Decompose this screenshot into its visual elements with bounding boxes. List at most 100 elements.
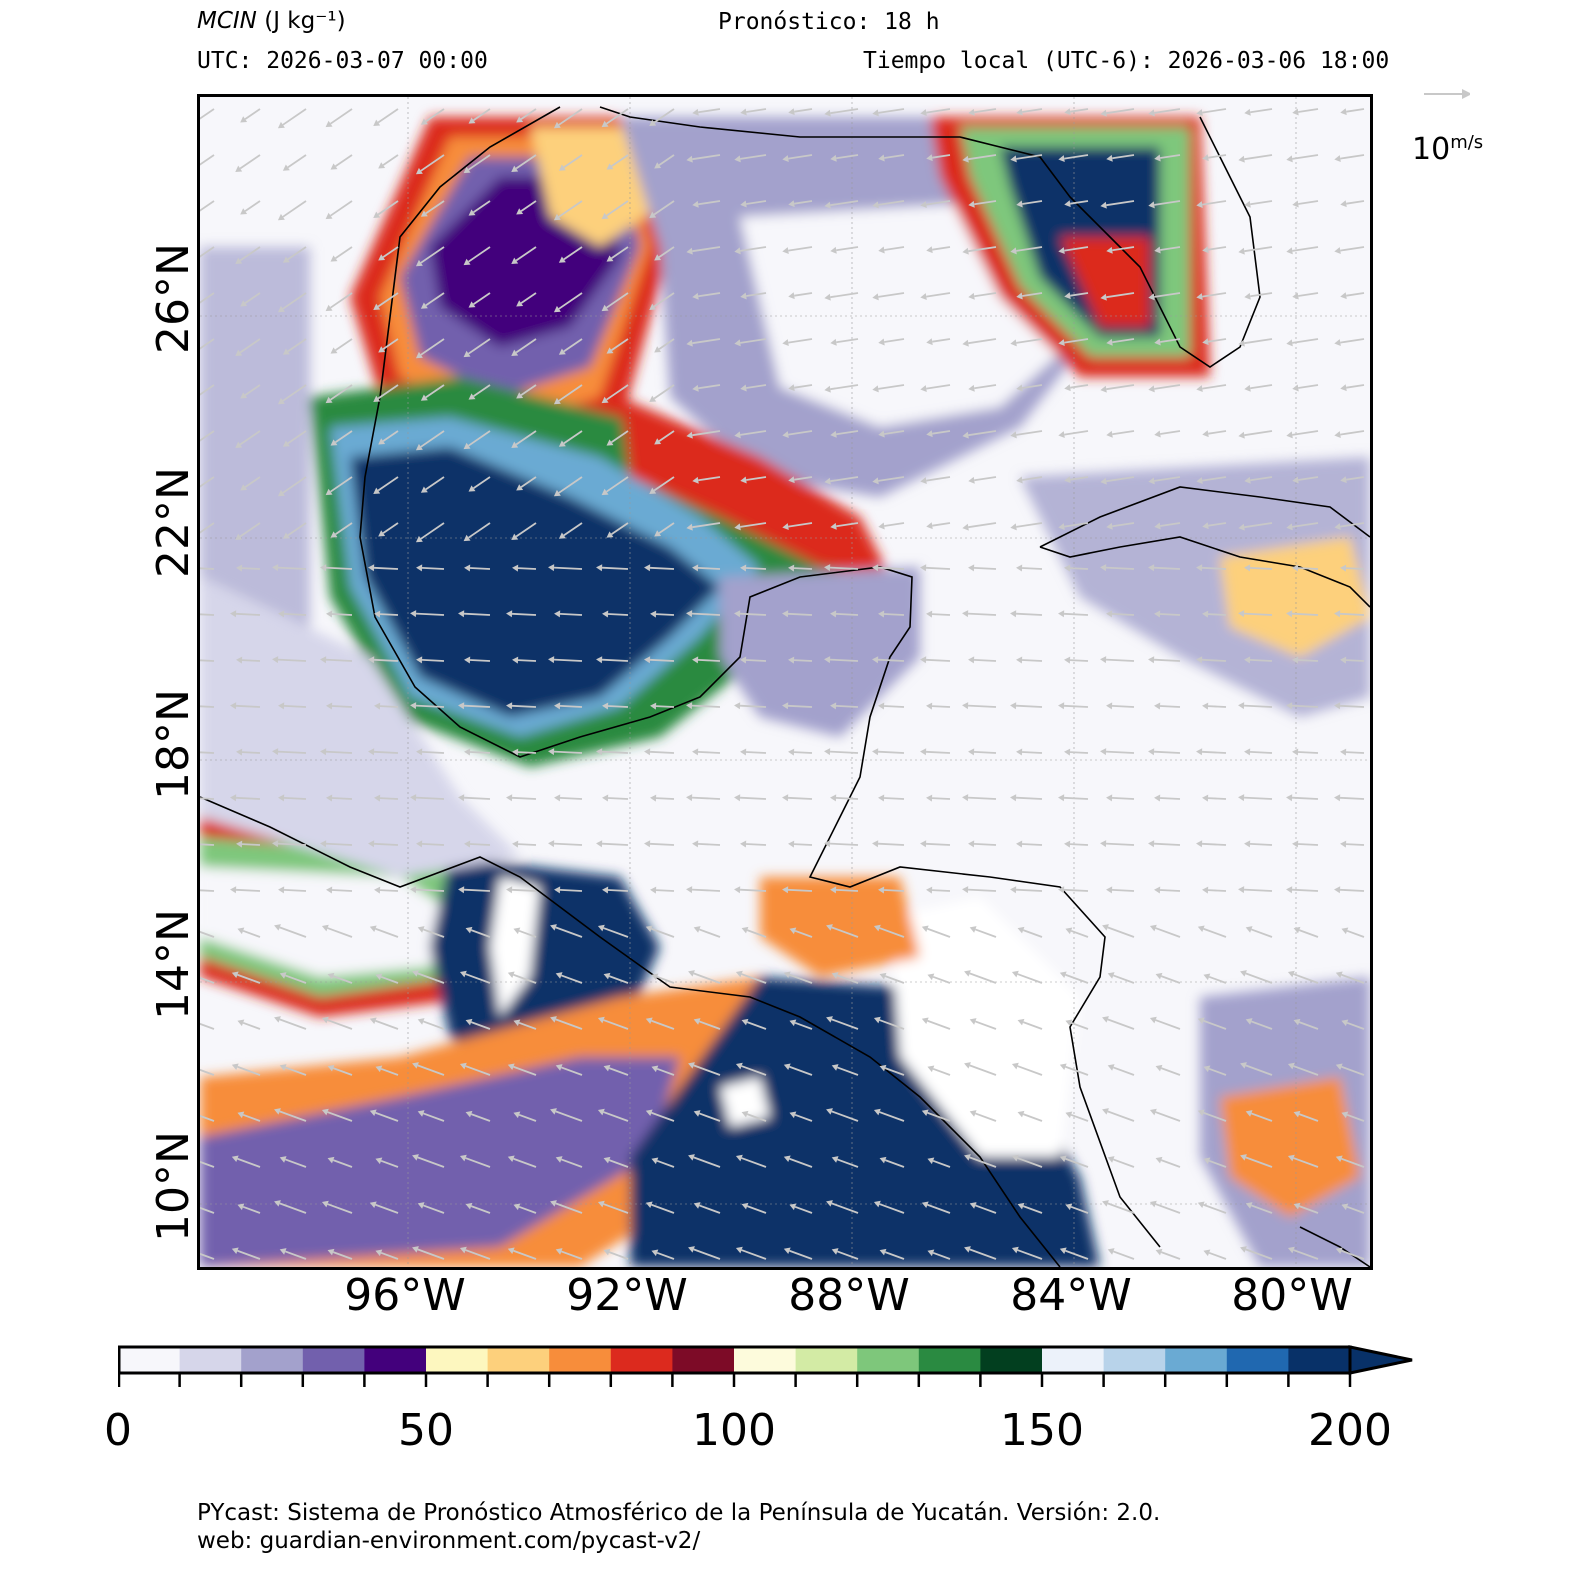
wind-arrow-head [644,656,651,664]
wind-arrow-head [1106,886,1113,894]
wind-arrow-head [1016,748,1023,756]
wind-arrow [200,246,215,258]
wind-arrow-head [468,117,476,124]
wind-arrow [973,843,997,846]
wind-arrow [1298,292,1319,297]
lon-label-84w: 84°W [1010,1270,1132,1321]
wind-arrow-head [412,970,419,977]
wind-arrow-head [550,1200,557,1207]
wind-arrow-head [782,431,789,439]
wind-arrow [1022,929,1043,938]
wind-arrow-head [230,794,237,802]
colorbar-extend-arrow [1348,1345,1413,1375]
wind-arrow [835,705,859,708]
wind-arrow [1015,704,1043,708]
wind-arrow [932,1251,951,1260]
wind-arrow-head [964,1246,971,1253]
wind-arrow [520,476,537,488]
wind-arrow-head [1340,200,1347,208]
footer-url: web: guardian-environment.com/pycast-v2/ [197,1528,701,1554]
wind-arrow [656,1159,675,1168]
wind-arrow-head [327,1064,335,1072]
wind-arrow [279,1202,307,1214]
wind-arrow [925,566,951,570]
wind-arrow-head [277,213,285,221]
wind-arrow-head [1154,610,1161,618]
wind-arrow [1202,384,1227,390]
wind-arrow-head [602,610,609,618]
wind-arrow [1292,338,1319,344]
wind-arrow-head [968,476,975,484]
wind-arrow-head [1244,656,1251,664]
wind-arrow [1243,612,1273,616]
wind-arrow-head [878,702,885,710]
wind-arrow [1069,843,1089,846]
wind-arrow [200,1068,215,1076]
wind-arrow [658,338,675,350]
wind-arrow [884,246,905,251]
wind-arrow-head [553,213,561,221]
wind-arrow-head [872,293,879,301]
wind-arrow-head [783,971,791,979]
wind-arrow [1346,476,1365,481]
wind-arrow-head [650,794,657,802]
colorbar-tick-100: 100 [692,1405,776,1456]
wind-arrow [1203,1019,1227,1030]
wind-arrow-head [782,523,789,531]
wind-arrow-head [651,1065,659,1073]
wind-arrow [1346,200,1365,205]
wind-arrow [1016,338,1043,344]
wind-arrow-head [1245,926,1253,933]
wind-arrow-head [282,164,290,171]
wind-arrow [699,928,721,938]
wind-arrow [693,1248,721,1260]
wind-arrow [877,566,905,570]
wind-arrow [468,154,491,171]
wind-arrow [241,567,261,570]
wind-arrow [1341,1249,1365,1260]
wind-arrow-head [920,109,927,117]
wind-arrow-head [686,610,693,618]
wind-arrow [1346,1113,1365,1122]
wind-arrow [373,566,399,570]
wind-arrow [470,1113,491,1122]
wind-arrow [200,476,215,488]
wind-arrow [558,292,583,310]
wind-arrow [1292,522,1319,528]
wind-arrow-head [327,972,335,980]
wind-arrow-head [826,1108,833,1115]
wind-arrow [518,1205,537,1214]
wind-arrow [425,108,445,123]
wind-arrow-head [236,656,243,664]
colorbar-cell [672,1347,735,1373]
wind-arrow-head [468,393,476,400]
wind-arrow [282,108,307,126]
wind-arrow [468,246,491,263]
map-panel[interactable] [197,94,1373,1270]
wind-arrow-head [1244,292,1251,300]
wind-arrow [1208,154,1227,159]
wind-arrow [1346,1205,1365,1214]
wind-arrow-head [1292,840,1299,848]
wind-arrow [563,246,583,261]
wind-arrow-head [1010,610,1017,618]
wind-arrow [200,108,215,120]
wind-arrow [932,975,951,984]
wind-arrow-head [734,794,741,802]
wind-arrow-head [459,1154,467,1162]
wind-arrow [1202,200,1227,206]
wind-arrow [377,292,399,308]
wind-arrow [425,384,445,399]
wind-arrow [836,338,859,344]
wind-arrow-head [555,1064,563,1071]
wind-arrow-head [368,748,375,756]
wind-arrow-head [240,392,248,399]
wind-arrow-head [1244,384,1251,392]
wind-arrow-head [692,748,699,756]
wind-arrow-head [1100,385,1107,393]
wind-arrow [610,154,629,168]
wind-arrow [1250,476,1273,482]
wind-arrow [836,246,859,252]
wind-arrow [836,154,859,160]
wind-arrow-head [692,108,699,116]
